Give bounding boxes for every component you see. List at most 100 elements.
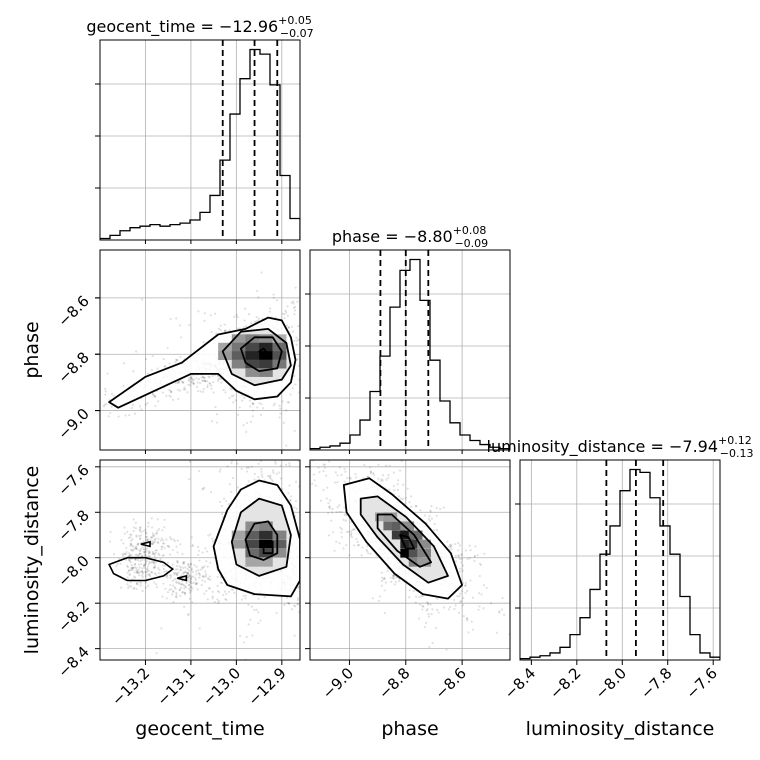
sample-point bbox=[325, 474, 328, 477]
sample-point bbox=[421, 605, 424, 608]
sample-point bbox=[140, 530, 143, 534]
sample-point bbox=[320, 385, 322, 387]
sample-point bbox=[134, 553, 137, 556]
sample-point bbox=[146, 565, 150, 568]
sample-point bbox=[303, 542, 305, 544]
sample-point bbox=[236, 462, 239, 465]
sample-point bbox=[351, 528, 354, 531]
sample-point bbox=[175, 580, 178, 583]
sample-point bbox=[458, 570, 461, 573]
sample-point bbox=[196, 581, 199, 585]
density-cell bbox=[245, 548, 260, 558]
sample-point bbox=[245, 421, 249, 425]
sample-point bbox=[184, 566, 187, 569]
sample-point bbox=[304, 513, 306, 515]
sample-point bbox=[187, 576, 190, 579]
sample-point bbox=[369, 552, 372, 555]
sample-point bbox=[307, 461, 309, 463]
sample-point bbox=[257, 319, 260, 322]
sample-point bbox=[203, 319, 206, 322]
sample-point bbox=[126, 530, 129, 533]
sample-point bbox=[188, 323, 191, 327]
sample-point bbox=[227, 590, 231, 593]
sample-point bbox=[269, 474, 272, 477]
density-cell bbox=[374, 512, 389, 522]
sample-point bbox=[418, 596, 421, 599]
sample-point bbox=[483, 552, 486, 556]
sample-point bbox=[345, 514, 348, 517]
sample-point bbox=[250, 321, 253, 325]
sample-point bbox=[177, 571, 180, 574]
sample-point bbox=[153, 540, 156, 543]
sample-point bbox=[434, 626, 437, 630]
sample-point bbox=[185, 581, 188, 584]
sample-point bbox=[109, 531, 112, 534]
sample-point bbox=[215, 421, 219, 424]
sample-point bbox=[458, 544, 461, 547]
sample-point bbox=[178, 380, 181, 383]
sample-point bbox=[318, 598, 320, 600]
sample-point bbox=[388, 488, 391, 491]
sample-point bbox=[209, 533, 212, 536]
sample-point bbox=[210, 491, 213, 494]
sample-point bbox=[257, 462, 260, 465]
sample-point bbox=[218, 591, 221, 594]
sample-point bbox=[427, 602, 430, 605]
sample-point bbox=[331, 507, 334, 511]
sample-point bbox=[383, 589, 386, 592]
sample-point bbox=[103, 403, 106, 406]
sample-point bbox=[350, 530, 353, 533]
sample-point bbox=[393, 583, 396, 586]
sample-point bbox=[169, 389, 173, 393]
sample-point bbox=[319, 378, 321, 380]
sample-point bbox=[301, 535, 303, 537]
sample-point bbox=[162, 539, 165, 542]
sample-point bbox=[154, 549, 157, 552]
sample-point bbox=[340, 510, 343, 514]
sample-point bbox=[147, 562, 150, 566]
sample-point bbox=[168, 362, 171, 365]
pair-panel-geocent_time-phase bbox=[94, 249, 321, 463]
sample-point bbox=[151, 553, 154, 556]
sample-point bbox=[343, 513, 346, 517]
sample-point bbox=[173, 586, 176, 589]
sample-point bbox=[150, 526, 154, 529]
sample-point bbox=[430, 613, 433, 616]
sample-point bbox=[216, 584, 219, 587]
sample-point bbox=[254, 320, 257, 324]
sample-point bbox=[207, 375, 210, 378]
sample-point bbox=[292, 300, 295, 303]
sample-point bbox=[94, 408, 96, 410]
sample-point bbox=[476, 554, 479, 557]
histogram-geocent_time bbox=[100, 48, 300, 240]
sample-point bbox=[304, 545, 306, 547]
sample-point bbox=[181, 380, 184, 384]
sample-point bbox=[427, 615, 430, 618]
sample-point bbox=[387, 476, 390, 479]
sample-point bbox=[471, 596, 475, 599]
sample-point bbox=[189, 578, 192, 581]
sample-point bbox=[363, 463, 366, 466]
sample-point bbox=[154, 557, 157, 560]
sample-point bbox=[145, 559, 148, 563]
sample-point bbox=[136, 542, 139, 546]
sample-point bbox=[243, 326, 246, 329]
sample-point bbox=[278, 416, 281, 419]
sample-point bbox=[134, 527, 138, 530]
sample-point bbox=[117, 557, 121, 560]
sample-point bbox=[381, 473, 385, 477]
histogram-panel-phase: phase = −8.80+0.08 −0.09 bbox=[305, 224, 511, 451]
sample-point bbox=[203, 486, 206, 489]
sample-point bbox=[292, 302, 295, 305]
sample-point bbox=[177, 397, 180, 400]
sample-point bbox=[197, 572, 200, 575]
sample-point bbox=[137, 559, 140, 562]
sample-point bbox=[296, 603, 299, 606]
sample-point bbox=[457, 554, 460, 557]
sample-point bbox=[357, 543, 360, 546]
contour-line bbox=[359, 495, 449, 584]
sample-point bbox=[121, 553, 124, 556]
sample-point bbox=[190, 576, 193, 579]
sample-point bbox=[443, 606, 446, 609]
